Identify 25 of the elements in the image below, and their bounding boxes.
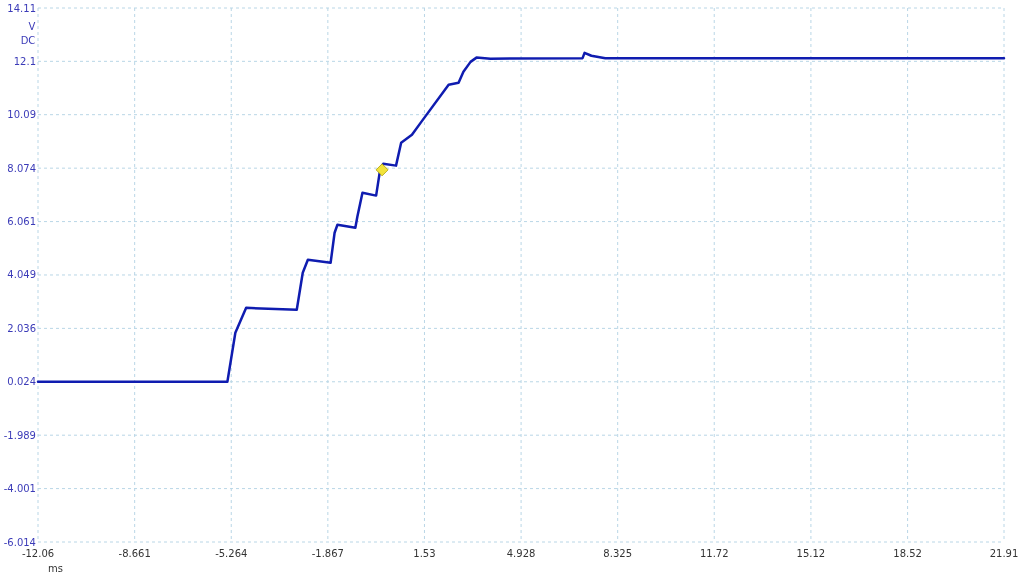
y-tick-label: 4.049 — [7, 269, 36, 281]
x-tick-label: 8.325 — [603, 548, 633, 559]
x-tick-label: -1.867 — [311, 548, 344, 559]
x-tick-label: 4.928 — [506, 548, 536, 559]
x-tick-label: 1.53 — [413, 548, 436, 559]
y-tick-label: 2.036 — [7, 322, 36, 334]
y-tick-label: 8.074 — [7, 162, 36, 174]
x-tick-label: -8.661 — [118, 548, 151, 559]
y-tick-label: 10.09 — [7, 109, 36, 121]
y-tick-label: 12.1 — [13, 55, 36, 67]
y-tick-label: -6.014 — [3, 536, 36, 548]
y-axis-title: V DC — [20, 20, 36, 46]
y-tick-label: 0.024 — [7, 376, 36, 388]
x-tick-label: 11.72 — [699, 548, 729, 559]
y-tick-label: -4.001 — [3, 483, 36, 495]
x-tick-label: 18.52 — [893, 548, 922, 559]
x-tick-label: -5.264 — [215, 548, 248, 559]
x-axis-title: ms — [48, 563, 63, 574]
x-tick-label: 15.12 — [796, 548, 826, 559]
y-tick-label: -1.989 — [3, 429, 36, 441]
y-tick-label: 6.061 — [7, 216, 36, 228]
y-tick-label: 14.11 — [7, 2, 36, 14]
line-series — [36, 51, 1006, 384]
x-tick-label: -12.06 — [21, 548, 55, 559]
x-tick-label: 21.91 — [989, 548, 1019, 559]
